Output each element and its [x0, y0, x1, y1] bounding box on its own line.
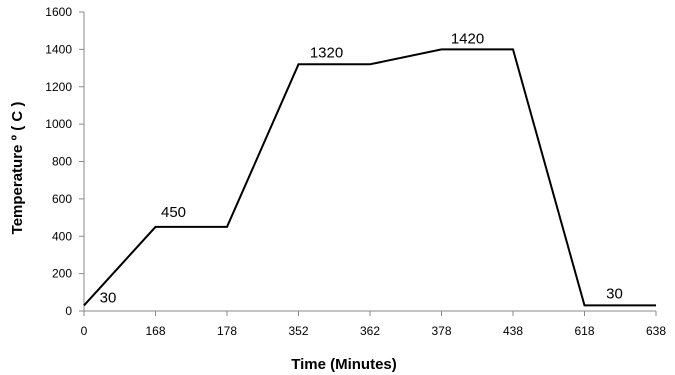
series-line-temperature	[83, 48, 656, 307]
x-tick-label: 352	[288, 324, 308, 338]
y-tick-label: 1200	[45, 80, 72, 94]
data-label: 1320	[310, 44, 343, 61]
y-axis-title: Temperature º ( C )	[9, 102, 26, 235]
x-tick-label: 638	[646, 324, 666, 338]
y-axis: 0 200 400 600 800 1000 1200 1400 1600	[45, 5, 85, 318]
y-tick-label: 400	[52, 229, 72, 243]
x-axis: 0 168 178 352 362 378 438 618 638	[81, 310, 666, 338]
y-tick-label: 1400	[45, 42, 72, 56]
y-tick-label: 800	[52, 155, 72, 169]
data-label: 1420	[451, 30, 484, 47]
x-tick-label: 168	[145, 324, 165, 338]
data-label: 30	[100, 289, 117, 306]
data-labels: 30 450 1320 1420 30	[100, 30, 623, 306]
x-tick-label: 618	[574, 324, 594, 338]
x-tick-label: 178	[217, 324, 237, 338]
x-tick-label: 378	[431, 324, 451, 338]
x-tick-label: 362	[360, 324, 380, 338]
data-label: 30	[606, 285, 623, 302]
data-label: 450	[161, 204, 186, 221]
x-tick-label: 0	[81, 324, 88, 338]
y-tick-label: 600	[52, 192, 72, 206]
y-tick-label: 200	[52, 267, 72, 281]
y-tick-label: 1000	[45, 117, 72, 131]
y-tick-label: 1600	[45, 5, 72, 19]
x-tick-label: 438	[503, 324, 523, 338]
y-tick-label: 0	[65, 304, 72, 318]
x-axis-title: Time (Minutes)	[291, 356, 397, 373]
